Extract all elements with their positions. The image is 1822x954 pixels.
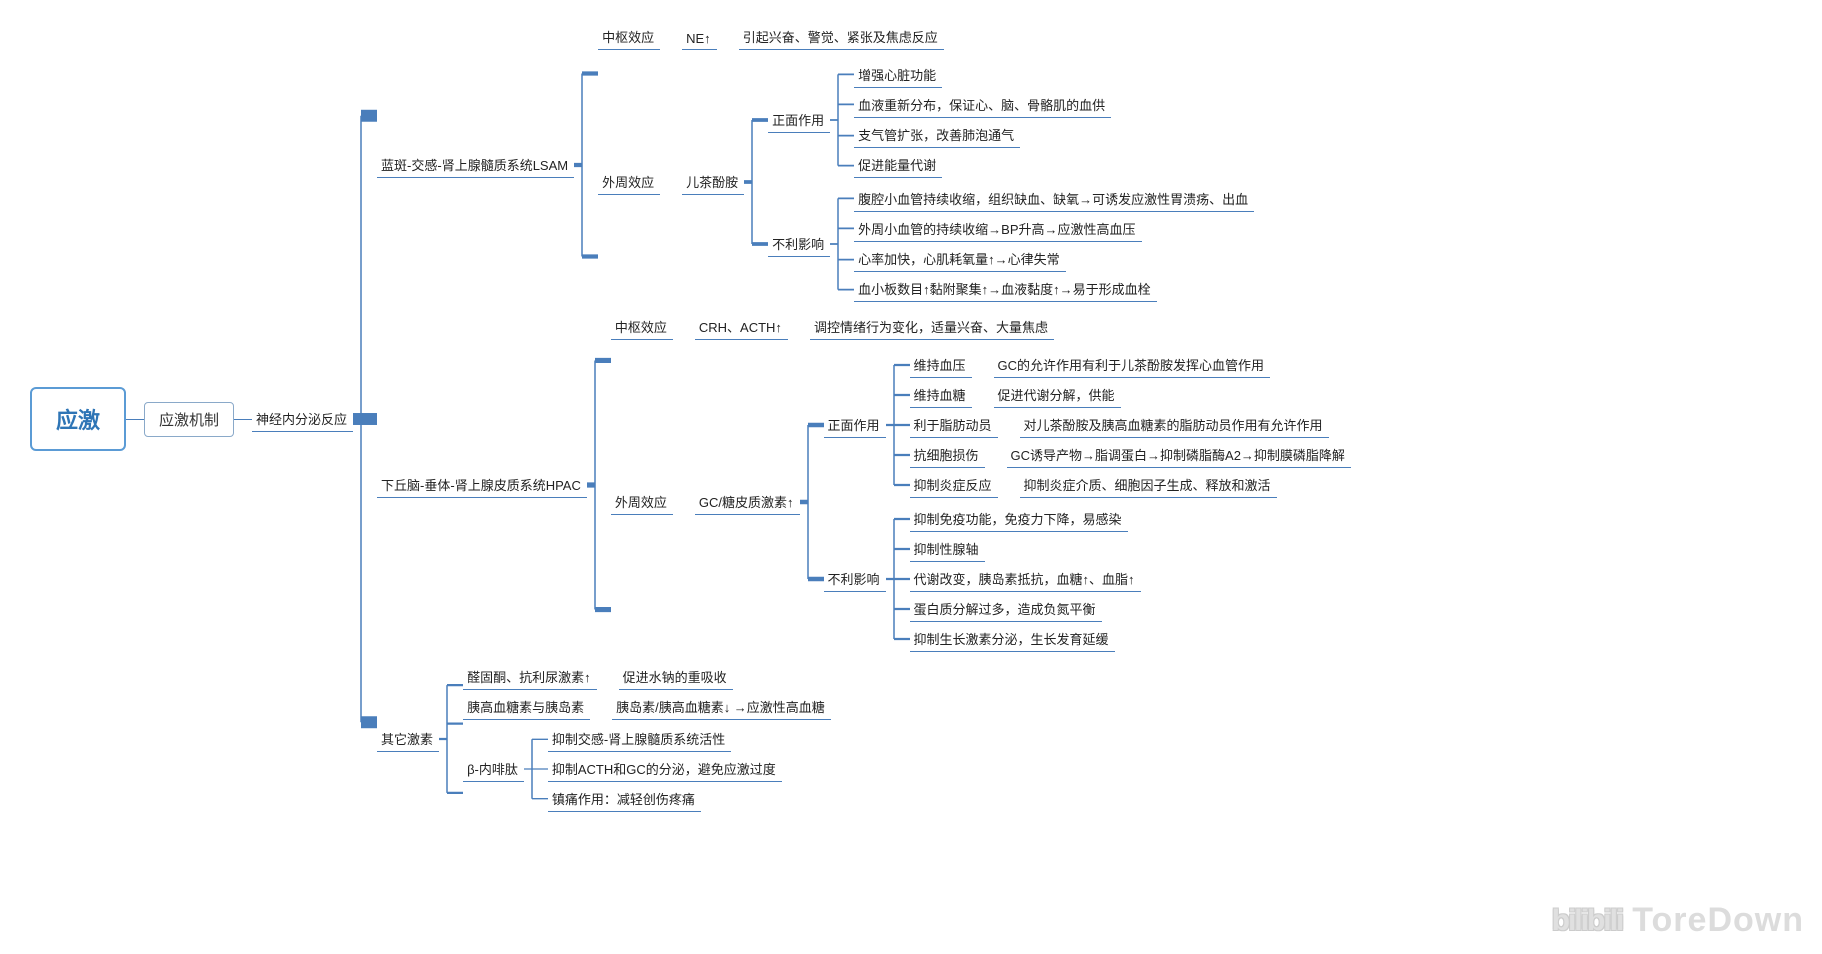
item-text: 抑制ACTH和GC的分泌，避免应激过度 (548, 756, 782, 782)
hpac-negative-list: 抑制免疫功能，免疫力下降，易感染抑制性腺轴代谢改变，胰岛素抵抗，血糖↑、血脂↑ 蛋… (910, 504, 1141, 654)
lsam-negative[interactable]: 不利影响 (768, 231, 830, 257)
list-item: 抑制性腺轴 (910, 536, 1141, 562)
fork (744, 58, 768, 306)
branch-other: 其它激素 醛固酮、抗利尿激素↑ 促进水钠的重吸收 胰高血糖素与胰岛素 胰岛素/胰… (377, 662, 1351, 816)
mindmap-root: 应激 应激机制 神经内分泌反应 蓝斑-交感-肾上腺髓质系统LSAM (0, 0, 1351, 838)
item-value: 对儿茶酚胺及胰高血糖素的脂肪动员作用有允许作用 (1020, 412, 1329, 438)
list-item: 镇痛作用：减轻创伤疼痛 (548, 786, 782, 812)
fork (886, 350, 910, 500)
list-item: 促进能量代谢 (854, 152, 1111, 178)
item-text: 增强心脏功能 (854, 62, 942, 88)
list-item: 血小板数目↑黏附聚集↑→血液黏度↑→易于形成血栓 (854, 276, 1254, 302)
watermark-text: ToreDown (1632, 901, 1804, 940)
hpac-title[interactable]: 下丘脑-垂体-肾上腺皮质系统HPAC (377, 472, 587, 498)
list-item: 支气管扩张，改善肺泡通气 (854, 122, 1111, 148)
lsam-central-sub[interactable]: NE↑ (682, 28, 717, 50)
bilibili-logo-icon: bilibili (1552, 904, 1623, 938)
endorphin-list: 抑制交感-肾上腺髓质系统活性抑制ACTH和GC的分泌，避免应激过度镇痛作用：减轻… (548, 724, 782, 814)
list-item: 增强心脏功能 (854, 62, 1111, 88)
other-row-k[interactable]: 醛固酮、抗利尿激素↑ (463, 664, 597, 690)
main-branches: 蓝斑-交感-肾上腺髓质系统LSAM 中枢效应 NE↑ 引起兴奋、警觉、紧张及焦虑… (377, 20, 1351, 818)
item-key[interactable]: 维持血压 (910, 352, 972, 378)
item-text: 抑制免疫功能，免疫力下降，易感染 (910, 506, 1128, 532)
fork (886, 504, 910, 654)
lsam-periph-sub[interactable]: 儿茶酚胺 (682, 169, 744, 195)
hpac-negative[interactable]: 不利影响 (824, 566, 886, 592)
item-text: 血小板数目↑黏附聚集↑→血液黏度↑→易于形成血栓 (854, 276, 1157, 302)
item-text: 抑制交感-肾上腺髓质系统活性 (548, 726, 731, 752)
item-text: 外周小血管的持续收缩→BP升高→应激性高血压 (854, 216, 1141, 242)
list-item: 心率加快，心肌耗氧量↑→心律失常 (854, 246, 1254, 272)
item-key[interactable]: 抗细胞损伤 (910, 442, 985, 468)
item-text: 促进能量代谢 (854, 152, 942, 178)
item-text: 心率加快，心肌耗氧量↑→心律失常 (854, 246, 1066, 272)
list-item: 抑制交感-肾上腺髓质系统活性 (548, 726, 782, 752)
fork (830, 60, 854, 180)
other-row-k[interactable]: 胰高血糖素与胰岛素 (463, 694, 590, 720)
list-item: 抗细胞损伤 GC诱导产物→脂调蛋白→抑制磷脂酶A2→抑制膜磷脂降解 (910, 442, 1351, 468)
item-text: 抑制生长激素分泌，生长发育延缓 (910, 626, 1115, 652)
item-value: 促进代谢分解，供能 (994, 382, 1121, 408)
hpac-periph[interactable]: 外周效应 (611, 489, 673, 515)
item-key[interactable]: 维持血糖 (910, 382, 972, 408)
endorphin-label[interactable]: β-内啡肽 (463, 756, 524, 782)
watermark: bilibili ToreDown (1552, 901, 1804, 940)
item-text: 血液重新分布，保证心、脑、骨骼肌的血供 (854, 92, 1111, 118)
hpac-positive-list: 维持血压GC的允许作用有利于儿茶酚胺发挥心血管作用维持血糖促进代谢分解，供能利于… (910, 350, 1351, 500)
fork (353, 20, 377, 818)
fork (800, 348, 824, 656)
fork (524, 724, 548, 814)
item-text: 代谢改变，胰岛素抵抗，血糖↑、血脂↑ (910, 566, 1141, 592)
item-value: 抑制炎症介质、细胞因子生成、释放和激活 (1020, 472, 1277, 498)
item-value: GC的允许作用有利于儿茶酚胺发挥心血管作用 (994, 352, 1271, 378)
list-item: 血液重新分布，保证心、脑、骨骼肌的血供 (854, 92, 1111, 118)
item-value: GC诱导产物→脂调蛋白→抑制磷脂酶A2→抑制膜磷脂降解 (1007, 442, 1351, 468)
list-item: 外周小血管的持续收缩→BP升高→应激性高血压 (854, 216, 1254, 242)
item-text: 腹腔小血管持续收缩，组织缺血、缺氧→可诱发应激性胃溃疡、出血 (854, 186, 1254, 212)
fork (439, 662, 463, 816)
level2-node[interactable]: 神经内分泌反应 (252, 406, 353, 432)
lsam-positive[interactable]: 正面作用 (768, 107, 830, 133)
other-row-v: 促进水钠的重吸收 (619, 664, 733, 690)
hpac-periph-sub[interactable]: GC/糖皮质激素↑ (695, 489, 800, 515)
item-text: 镇痛作用：减轻创伤疼痛 (548, 786, 701, 812)
branch-hpac: 下丘脑-垂体-肾上腺皮质系统HPAC 中枢效应 CRH、ACTH↑ 调控情绪行为… (377, 312, 1351, 658)
item-text: 抑制性腺轴 (910, 536, 985, 562)
list-item: 蛋白质分解过多，造成负氮平衡 (910, 596, 1141, 622)
list-item: 维持血糖促进代谢分解，供能 (910, 382, 1351, 408)
lsam-positive-list: 增强心脏功能血液重新分布，保证心、脑、骨骼肌的血供支气管扩张，改善肺泡通气促进能… (854, 60, 1111, 180)
list-item: 代谢改变，胰岛素抵抗，血糖↑、血脂↑ (910, 566, 1141, 592)
list-item: 抑制免疫功能，免疫力下降，易感染 (910, 506, 1141, 532)
branch-lsam: 蓝斑-交感-肾上腺髓质系统LSAM 中枢效应 NE↑ 引起兴奋、警觉、紧张及焦虑… (377, 22, 1351, 308)
item-text: 蛋白质分解过多，造成负氮平衡 (910, 596, 1102, 622)
connector (126, 419, 144, 420)
list-item: 抑制生长激素分泌，生长发育延缓 (910, 626, 1141, 652)
list-item: 抑制炎症反应抑制炎症介质、细胞因子生成、释放和激活 (910, 472, 1351, 498)
fork (587, 312, 611, 658)
hpac-central-sub[interactable]: CRH、ACTH↑ (695, 314, 788, 340)
fork (574, 22, 598, 308)
fork (830, 184, 854, 304)
item-key[interactable]: 利于脂肪动员 (910, 412, 998, 438)
other-title[interactable]: 其它激素 (377, 726, 439, 752)
root-node[interactable]: 应激 (30, 387, 126, 451)
list-item: 抑制ACTH和GC的分泌，避免应激过度 (548, 756, 782, 782)
lsam-central-desc: 引起兴奋、警觉、紧张及焦虑反应 (739, 24, 944, 50)
item-text: 支气管扩张，改善肺泡通气 (854, 122, 1020, 148)
hpac-central-desc: 调控情绪行为变化，适量兴奋、大量焦虑 (810, 314, 1054, 340)
lsam-negative-list: 腹腔小血管持续收缩，组织缺血、缺氧→可诱发应激性胃溃疡、出血外周小血管的持续收缩… (854, 184, 1254, 304)
other-row-v: 胰岛素/胰高血糖素↓ →应激性高血糖 (612, 694, 831, 720)
list-item: 腹腔小血管持续收缩，组织缺血、缺氧→可诱发应激性胃溃疡、出血 (854, 186, 1254, 212)
list-item: 利于脂肪动员对儿茶酚胺及胰高血糖素的脂肪动员作用有允许作用 (910, 412, 1351, 438)
list-item: 维持血压 GC的允许作用有利于儿茶酚胺发挥心血管作用 (910, 352, 1351, 378)
connector (234, 419, 252, 420)
hpac-positive[interactable]: 正面作用 (824, 412, 886, 438)
hpac-central[interactable]: 中枢效应 (611, 314, 673, 340)
level1-node[interactable]: 应激机制 (144, 402, 234, 437)
lsam-title[interactable]: 蓝斑-交感-肾上腺髓质系统LSAM (377, 152, 574, 178)
item-key[interactable]: 抑制炎症反应 (910, 472, 998, 498)
lsam-central[interactable]: 中枢效应 (598, 24, 660, 50)
lsam-periph[interactable]: 外周效应 (598, 169, 660, 195)
